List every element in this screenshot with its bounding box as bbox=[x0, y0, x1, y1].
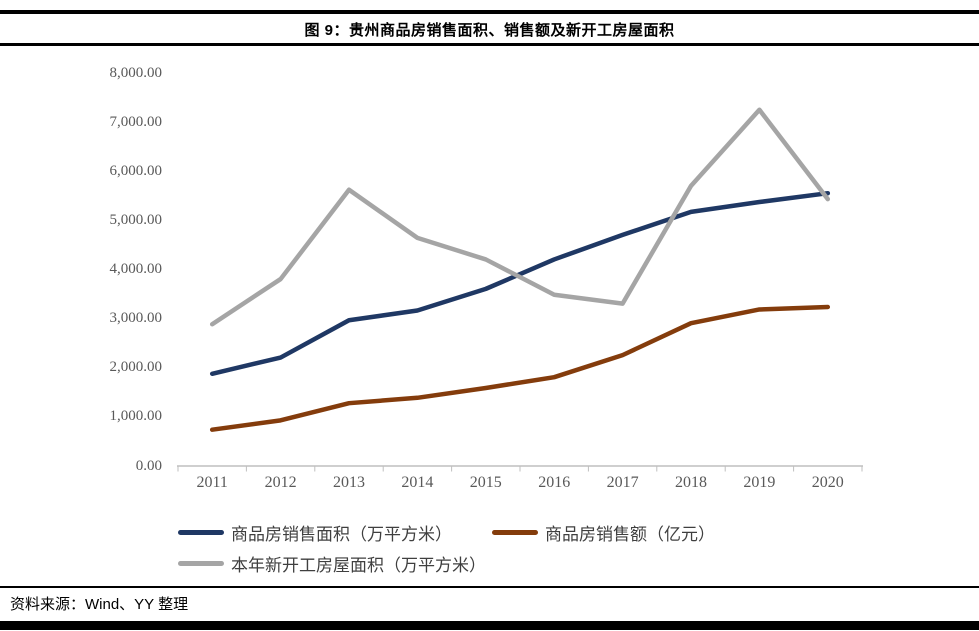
footer-divider bbox=[0, 586, 979, 588]
x-tick-label: 2015 bbox=[469, 474, 502, 491]
x-tick-label: 2020 bbox=[811, 474, 844, 491]
x-tick-label: 2019 bbox=[743, 474, 776, 491]
sales-amount-line bbox=[209, 304, 831, 432]
y-tick-label: 7,000.00 bbox=[109, 114, 163, 131]
y-tick-label: 1,000.00 bbox=[109, 408, 163, 425]
x-tick-label: 2018 bbox=[675, 474, 707, 491]
legend-label: 商品房销售额（亿元） bbox=[545, 525, 715, 544]
y-tick-label: 3,000.00 bbox=[109, 310, 163, 327]
legend-line-swatch bbox=[178, 561, 224, 566]
y-tick-label: 8,000.00 bbox=[109, 65, 163, 81]
x-tick-label: 2011 bbox=[196, 474, 228, 491]
y-tick-label: 6,000.00 bbox=[109, 163, 163, 180]
legend-line-swatch bbox=[492, 530, 538, 535]
x-tick-label: 2016 bbox=[538, 474, 571, 491]
bottom-divider-thick bbox=[0, 621, 979, 630]
title-underline bbox=[0, 43, 979, 46]
x-tick-label: 2017 bbox=[606, 474, 639, 491]
legend-item: 本年新开工房屋面积（万平方米） bbox=[178, 551, 486, 575]
new-starts-line bbox=[209, 107, 831, 327]
x-tick-label: 2014 bbox=[401, 474, 434, 491]
y-tick-label: 2,000.00 bbox=[109, 359, 163, 376]
y-tick-label: 4,000.00 bbox=[109, 261, 163, 278]
top-divider-thick bbox=[0, 10, 979, 14]
y-tick-label: 0.00 bbox=[135, 457, 162, 474]
legend-line-swatch bbox=[178, 530, 224, 535]
legend-item: 商品房销售额（亿元） bbox=[492, 520, 715, 544]
legend-label: 本年新开工房屋面积（万平方米） bbox=[231, 556, 486, 575]
data-source-note: 资料来源：Wind、YY 整理 bbox=[10, 596, 189, 613]
legend-label: 商品房销售面积（万平方米） bbox=[231, 525, 452, 544]
legend-item: 商品房销售面积（万平方米） bbox=[178, 520, 452, 544]
x-tick-label: 2013 bbox=[333, 474, 365, 491]
figure-title: 图 9：贵州商品房销售面积、销售额及新开工房屋面积 bbox=[304, 22, 675, 39]
y-tick-label: 5,000.00 bbox=[109, 212, 163, 229]
x-tick-label: 2012 bbox=[264, 474, 297, 491]
sales-area-line bbox=[209, 190, 831, 377]
